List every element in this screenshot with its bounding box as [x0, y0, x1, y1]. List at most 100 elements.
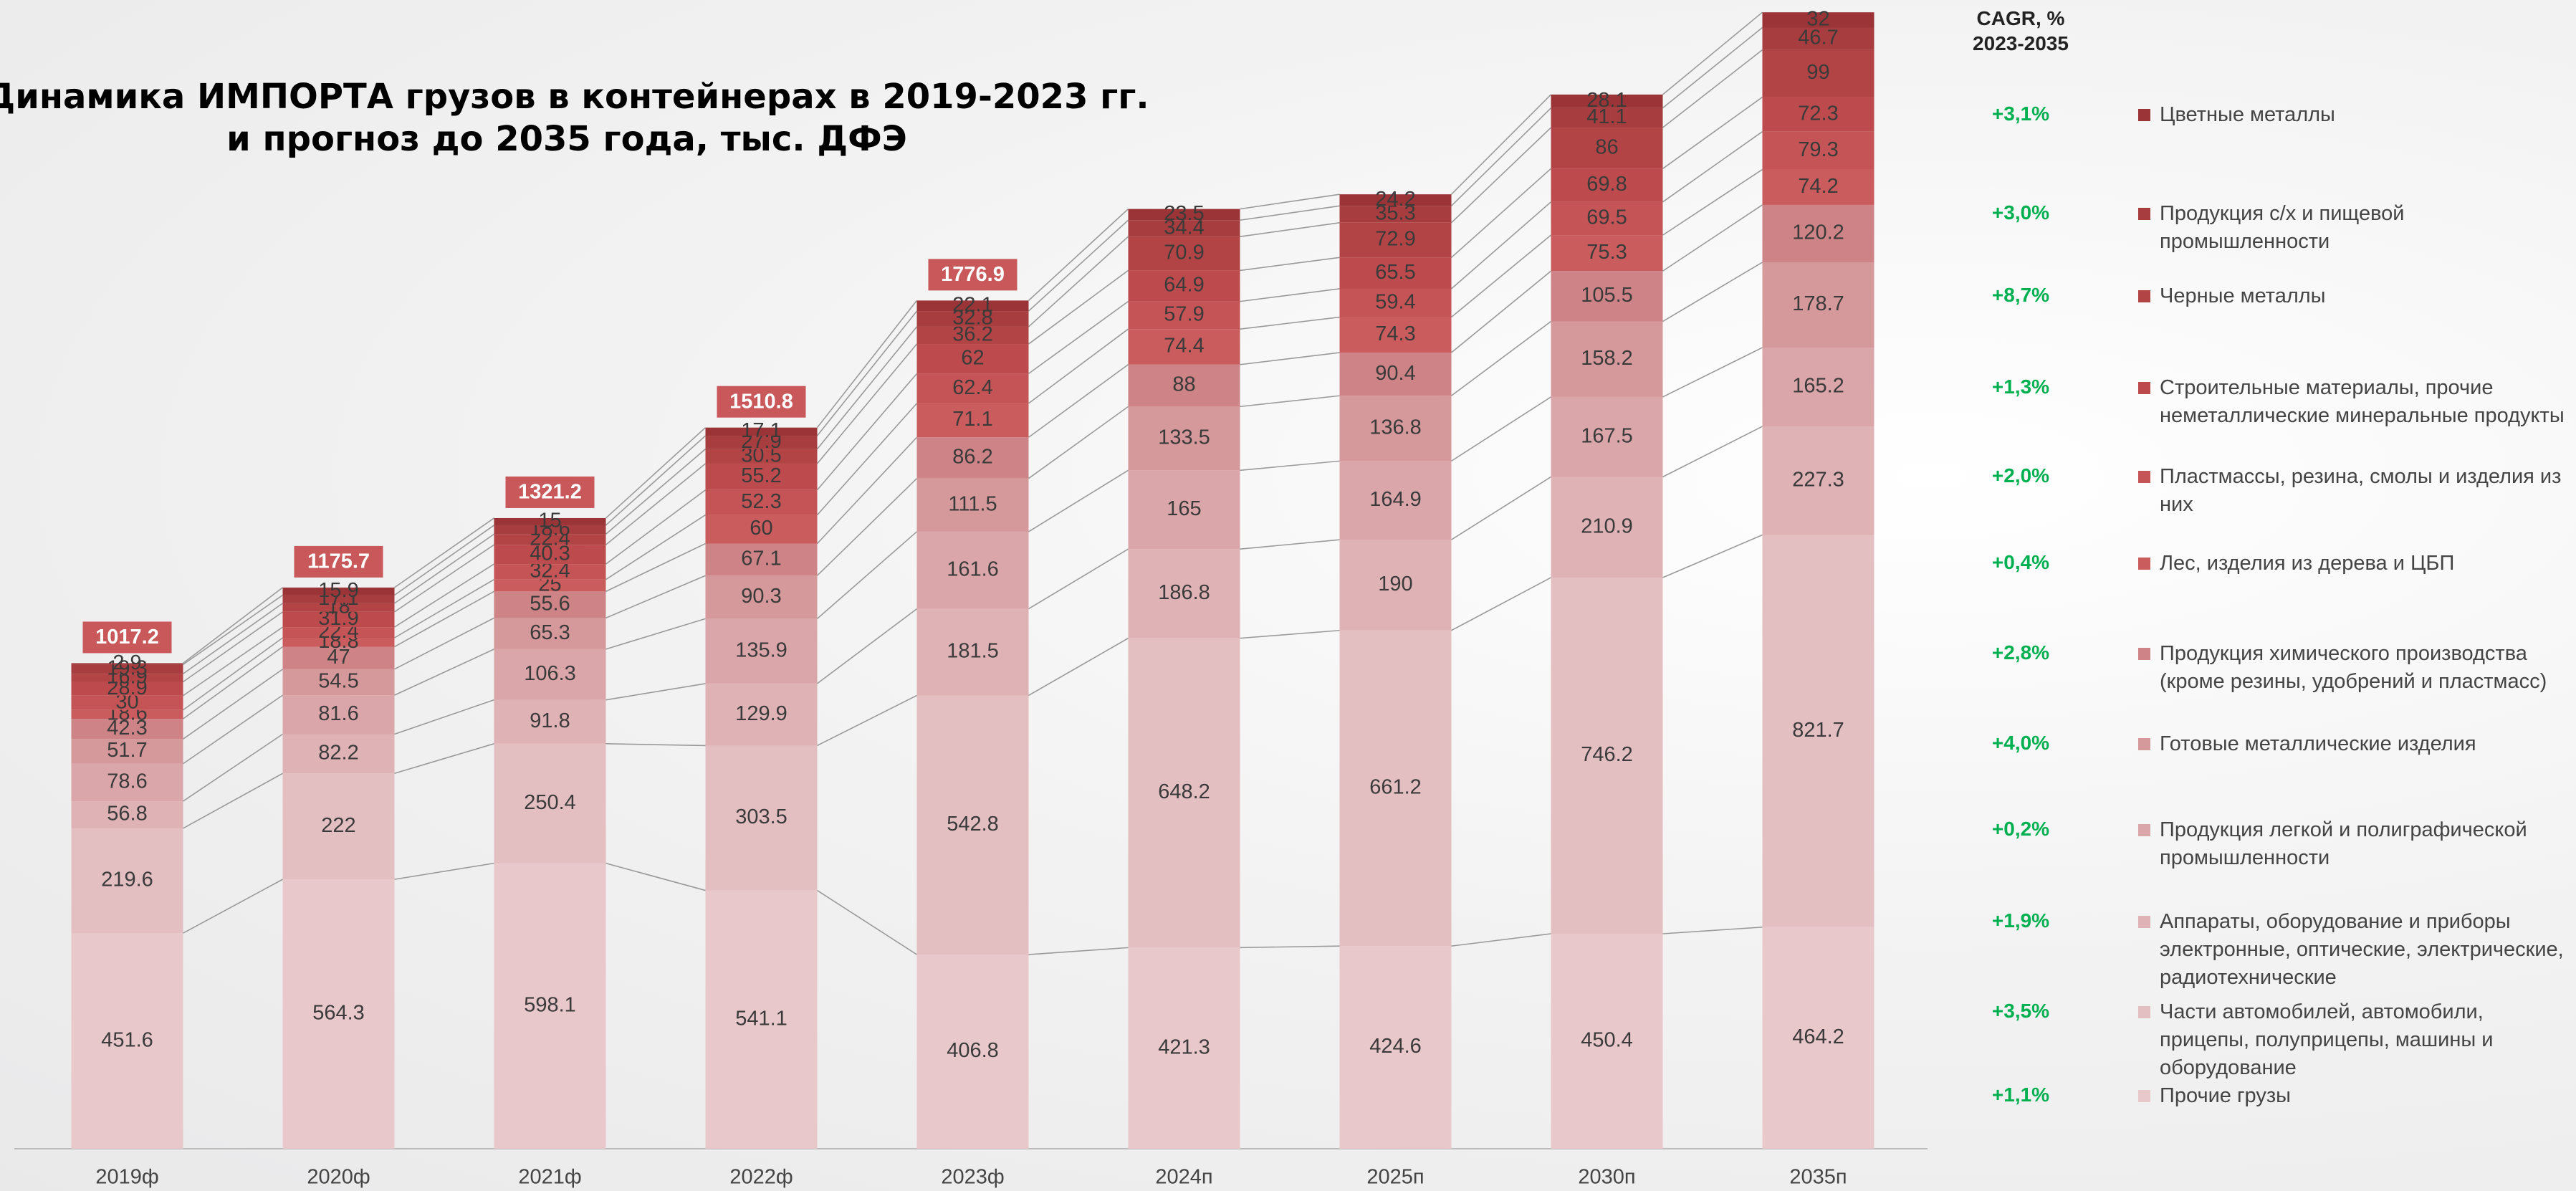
bar-segment [282, 734, 395, 774]
connector [816, 531, 918, 619]
value-label: 86 [1595, 135, 1618, 158]
value-label: 210.9 [1581, 515, 1633, 537]
value-label: 71.1 [952, 408, 992, 431]
connector [394, 517, 494, 588]
bar-segment [494, 863, 606, 1149]
value-label: 72.3 [1798, 102, 1838, 125]
bar-segment [705, 543, 818, 576]
value-label: 82.2 [318, 742, 358, 765]
connector [1662, 131, 1763, 203]
connector [394, 544, 494, 613]
connector [816, 403, 918, 516]
value-label: 303.5 [735, 805, 787, 828]
value-label: 19.3 [107, 656, 147, 679]
bar-segment [71, 801, 183, 828]
connector [183, 587, 283, 664]
legend-label: Лес, изделия из дерева и ЦБП [2160, 552, 2455, 575]
cagr-value: +8,7% [1991, 284, 2050, 306]
cagr-value: +2,8% [1991, 641, 2050, 664]
bar-segment [282, 773, 395, 880]
bar-segment [916, 311, 1029, 327]
bar-segment [494, 579, 606, 592]
value-label: 129.9 [735, 702, 787, 725]
connector [1451, 320, 1551, 396]
bar-segment [71, 719, 183, 740]
bar-segment [916, 955, 1029, 1149]
bar-segment [1762, 27, 1874, 50]
value-label: 17.1 [741, 419, 781, 442]
bar-segment [1551, 271, 1663, 322]
value-label: 62 [961, 346, 984, 369]
value-label: 158.2 [1581, 347, 1633, 370]
cagr-value: +0,4% [1991, 551, 2050, 573]
value-label: 46.7 [1798, 27, 1838, 49]
value-label: 28.1 [1586, 89, 1627, 112]
connector [394, 525, 494, 596]
connector [816, 310, 918, 436]
connector [1028, 219, 1129, 312]
value-label: 165 [1167, 497, 1201, 520]
value-label: 178.7 [1792, 292, 1844, 315]
bar-segment [916, 437, 1029, 479]
bar-segment [494, 545, 606, 565]
bar-segment [916, 478, 1029, 532]
cagr-value: +0,2% [1991, 818, 2050, 840]
bar-segment [1551, 396, 1663, 477]
legend-label: Пластмассы, резина, смолы и изделия из н… [2160, 465, 2562, 516]
bar-segment [1128, 301, 1240, 330]
bar-segment [282, 669, 395, 696]
value-label: 65.3 [530, 621, 570, 644]
value-label: 99 [1806, 61, 1829, 84]
value-label: 78.6 [107, 770, 147, 793]
cagr-value: +1,3% [1991, 376, 2050, 398]
bar-segment [494, 743, 606, 864]
bar-segment [1551, 107, 1663, 128]
connector [1662, 426, 1763, 478]
connector [1240, 629, 1340, 639]
bar-segment [1128, 947, 1240, 1149]
bar-segment [1551, 128, 1663, 169]
connector [394, 590, 494, 648]
legend-swatch [2138, 648, 2150, 660]
value-label: 23.5 [1164, 202, 1204, 225]
connector [1240, 945, 1340, 949]
value-label: 181.5 [947, 640, 999, 663]
value-label: 42.3 [107, 717, 147, 740]
value-label: 69.8 [1586, 173, 1627, 196]
bar-segment [1128, 638, 1240, 948]
bar-segment [1128, 220, 1240, 237]
connector [1450, 107, 1552, 206]
legend-swatch [2138, 109, 2150, 121]
bar-segment [705, 890, 818, 1149]
connector [605, 489, 706, 565]
value-label: 15.9 [318, 579, 358, 602]
legend-label: Продукция легкой и полиграфической промы… [2160, 818, 2527, 869]
connector [1240, 539, 1340, 550]
connector [394, 743, 494, 775]
connector [1028, 269, 1129, 345]
chart-title: Динамика ИМПОРТА грузов в контейнерах в … [0, 77, 1149, 117]
value-label: 67.1 [741, 547, 781, 570]
cagr-value: +3,5% [1991, 1000, 2050, 1022]
connector [605, 862, 706, 891]
value-label: 227.3 [1792, 468, 1844, 491]
value-label: 74.4 [1164, 335, 1204, 358]
value-label: 222 [321, 814, 355, 837]
connector [1662, 168, 1763, 236]
value-label: 164.9 [1369, 488, 1422, 511]
legend-label: Цветные металлы [2160, 103, 2335, 126]
legend-label: Прочие грузы [2160, 1084, 2291, 1107]
total-box [82, 621, 172, 654]
total-box [505, 476, 595, 508]
value-label: 60 [750, 517, 772, 540]
bar-segment [705, 436, 818, 449]
value-label: 86.2 [952, 446, 992, 469]
cagr-title: CAGR, % [1976, 7, 2065, 29]
legend-label: Продукция с/х и пищевой промышленности [2160, 202, 2405, 253]
connector [183, 594, 283, 666]
value-label: 57.9 [1164, 303, 1204, 326]
cagr-value: +1,1% [1991, 1084, 2050, 1106]
bar-segment [494, 618, 606, 649]
connector [605, 463, 707, 545]
connector [1450, 168, 1552, 258]
